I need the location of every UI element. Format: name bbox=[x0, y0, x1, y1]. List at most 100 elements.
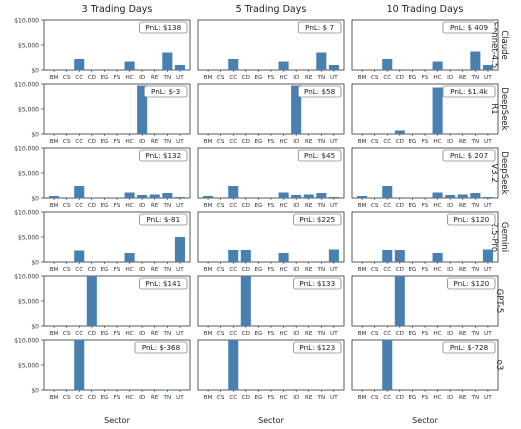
bar-tn bbox=[316, 193, 327, 198]
x-tick-label: CS bbox=[63, 395, 71, 401]
x-tick-label: CC bbox=[75, 267, 83, 273]
y-tick-label: $5,000 bbox=[18, 363, 39, 370]
pnl-label: PnL: $138 bbox=[145, 23, 181, 32]
x-tick-label: HC bbox=[280, 139, 288, 145]
x-tick-label: UT bbox=[330, 139, 338, 145]
pnl-box bbox=[442, 21, 496, 34]
x-tick-label: BM bbox=[50, 331, 59, 337]
x-tick-label: BM bbox=[50, 267, 59, 273]
x-tick-label: CC bbox=[383, 203, 391, 209]
x-tick-label: TN bbox=[317, 75, 326, 81]
pnl-box bbox=[447, 277, 496, 290]
bar-hc bbox=[278, 192, 289, 198]
x-tick-label: RE bbox=[305, 203, 313, 209]
x-tick-label: EG bbox=[100, 75, 108, 81]
pnl-label: PnL: $45 bbox=[304, 151, 335, 160]
x-axis-label: Sector bbox=[104, 416, 130, 425]
x-tick-label: FS bbox=[268, 395, 275, 401]
x-tick-label: BM bbox=[358, 395, 367, 401]
x-tick-label: CD bbox=[88, 267, 96, 273]
x-tick-label: FS bbox=[268, 203, 275, 209]
y-tick-label: $10,000 bbox=[14, 82, 39, 89]
bar-hc bbox=[278, 253, 289, 262]
bar-hc bbox=[124, 253, 135, 262]
x-tick-label: RE bbox=[459, 139, 467, 145]
x-tick-label: HC bbox=[126, 75, 134, 81]
x-tick-label: UT bbox=[484, 75, 492, 81]
x-tick-label: CD bbox=[396, 267, 404, 273]
x-tick-label: CS bbox=[371, 395, 379, 401]
x-tick-label: ID bbox=[139, 331, 145, 337]
x-tick-label: HC bbox=[126, 331, 134, 337]
x-tick-label: CD bbox=[88, 203, 96, 209]
x-tick-label: TN bbox=[471, 331, 480, 337]
bar-re bbox=[303, 194, 314, 198]
x-tick-label: CC bbox=[75, 331, 83, 337]
x-tick-label: RE bbox=[459, 203, 467, 209]
pnl-box bbox=[297, 85, 342, 98]
x-tick-label: BM bbox=[204, 331, 213, 337]
x-tick-label: RE bbox=[151, 203, 159, 209]
x-tick-label: CS bbox=[217, 267, 225, 273]
x-tick-label: CD bbox=[88, 395, 96, 401]
bar-cd bbox=[394, 130, 405, 134]
y-tick-label: $5,000 bbox=[18, 171, 39, 178]
x-tick-label: CC bbox=[383, 331, 391, 337]
x-tick-label: HC bbox=[126, 267, 134, 273]
bar-cd bbox=[394, 276, 405, 326]
x-tick-label: EG bbox=[254, 75, 262, 81]
bar-bm bbox=[203, 196, 214, 198]
x-tick-label: TN bbox=[471, 139, 480, 145]
x-tick-label: TN bbox=[471, 75, 480, 81]
x-tick-label: CS bbox=[63, 267, 71, 273]
x-tick-label: BM bbox=[358, 331, 367, 337]
x-tick-label: EG bbox=[408, 331, 416, 337]
bar-tn bbox=[470, 389, 481, 390]
pnl-box bbox=[297, 149, 342, 162]
x-tick-label: UT bbox=[330, 395, 338, 401]
bar-id bbox=[291, 195, 302, 198]
pnl-label: PnL: $141 bbox=[145, 279, 181, 288]
y-tick-label: $0 bbox=[31, 260, 39, 267]
x-tick-label: CC bbox=[383, 75, 391, 81]
pnl-box bbox=[447, 213, 496, 226]
pnl-label: PnL: $58 bbox=[304, 87, 336, 96]
column-header: 5 Trading Days bbox=[236, 4, 307, 15]
x-tick-label: CS bbox=[217, 203, 225, 209]
bar-ut bbox=[328, 197, 339, 198]
x-tick-label: CC bbox=[75, 203, 83, 209]
x-tick-label: BM bbox=[50, 139, 59, 145]
x-tick-label: HC bbox=[126, 139, 134, 145]
row-label: DeepSeekR1 bbox=[489, 87, 509, 130]
x-tick-label: CD bbox=[396, 331, 404, 337]
x-tick-label: BM bbox=[358, 267, 367, 273]
x-tick-label: BM bbox=[204, 267, 213, 273]
x-tick-label: CD bbox=[396, 203, 404, 209]
pnl-label: PnL: $120 bbox=[453, 215, 489, 224]
x-tick-label: HC bbox=[280, 331, 288, 337]
x-tick-label: RE bbox=[459, 331, 467, 337]
x-tick-label: RE bbox=[459, 267, 467, 273]
bar-cd bbox=[86, 276, 97, 326]
bar-hc bbox=[432, 87, 443, 134]
x-tick-label: ID bbox=[293, 75, 299, 81]
y-tick-label: $5,000 bbox=[18, 299, 39, 306]
x-tick-label: FS bbox=[268, 331, 275, 337]
x-tick-label: UT bbox=[330, 267, 338, 273]
bar-cc bbox=[228, 186, 239, 198]
column-header: 3 Trading Days bbox=[82, 4, 153, 15]
row-label: DeepSeekV3.2 bbox=[489, 151, 509, 194]
x-tick-label: CC bbox=[383, 267, 391, 273]
pnl-box bbox=[442, 341, 496, 354]
bar-cc bbox=[382, 340, 393, 390]
pnl-box bbox=[139, 149, 188, 162]
pnl-box bbox=[442, 85, 496, 98]
y-tick-label: $0 bbox=[31, 388, 39, 395]
x-tick-label: ID bbox=[293, 331, 299, 337]
x-tick-label: EG bbox=[100, 139, 108, 145]
x-tick-label: CC bbox=[229, 203, 237, 209]
x-tick-label: UT bbox=[330, 75, 338, 81]
bar-cc bbox=[382, 250, 393, 262]
bar-hc bbox=[432, 192, 443, 198]
bar-cc bbox=[228, 250, 239, 262]
